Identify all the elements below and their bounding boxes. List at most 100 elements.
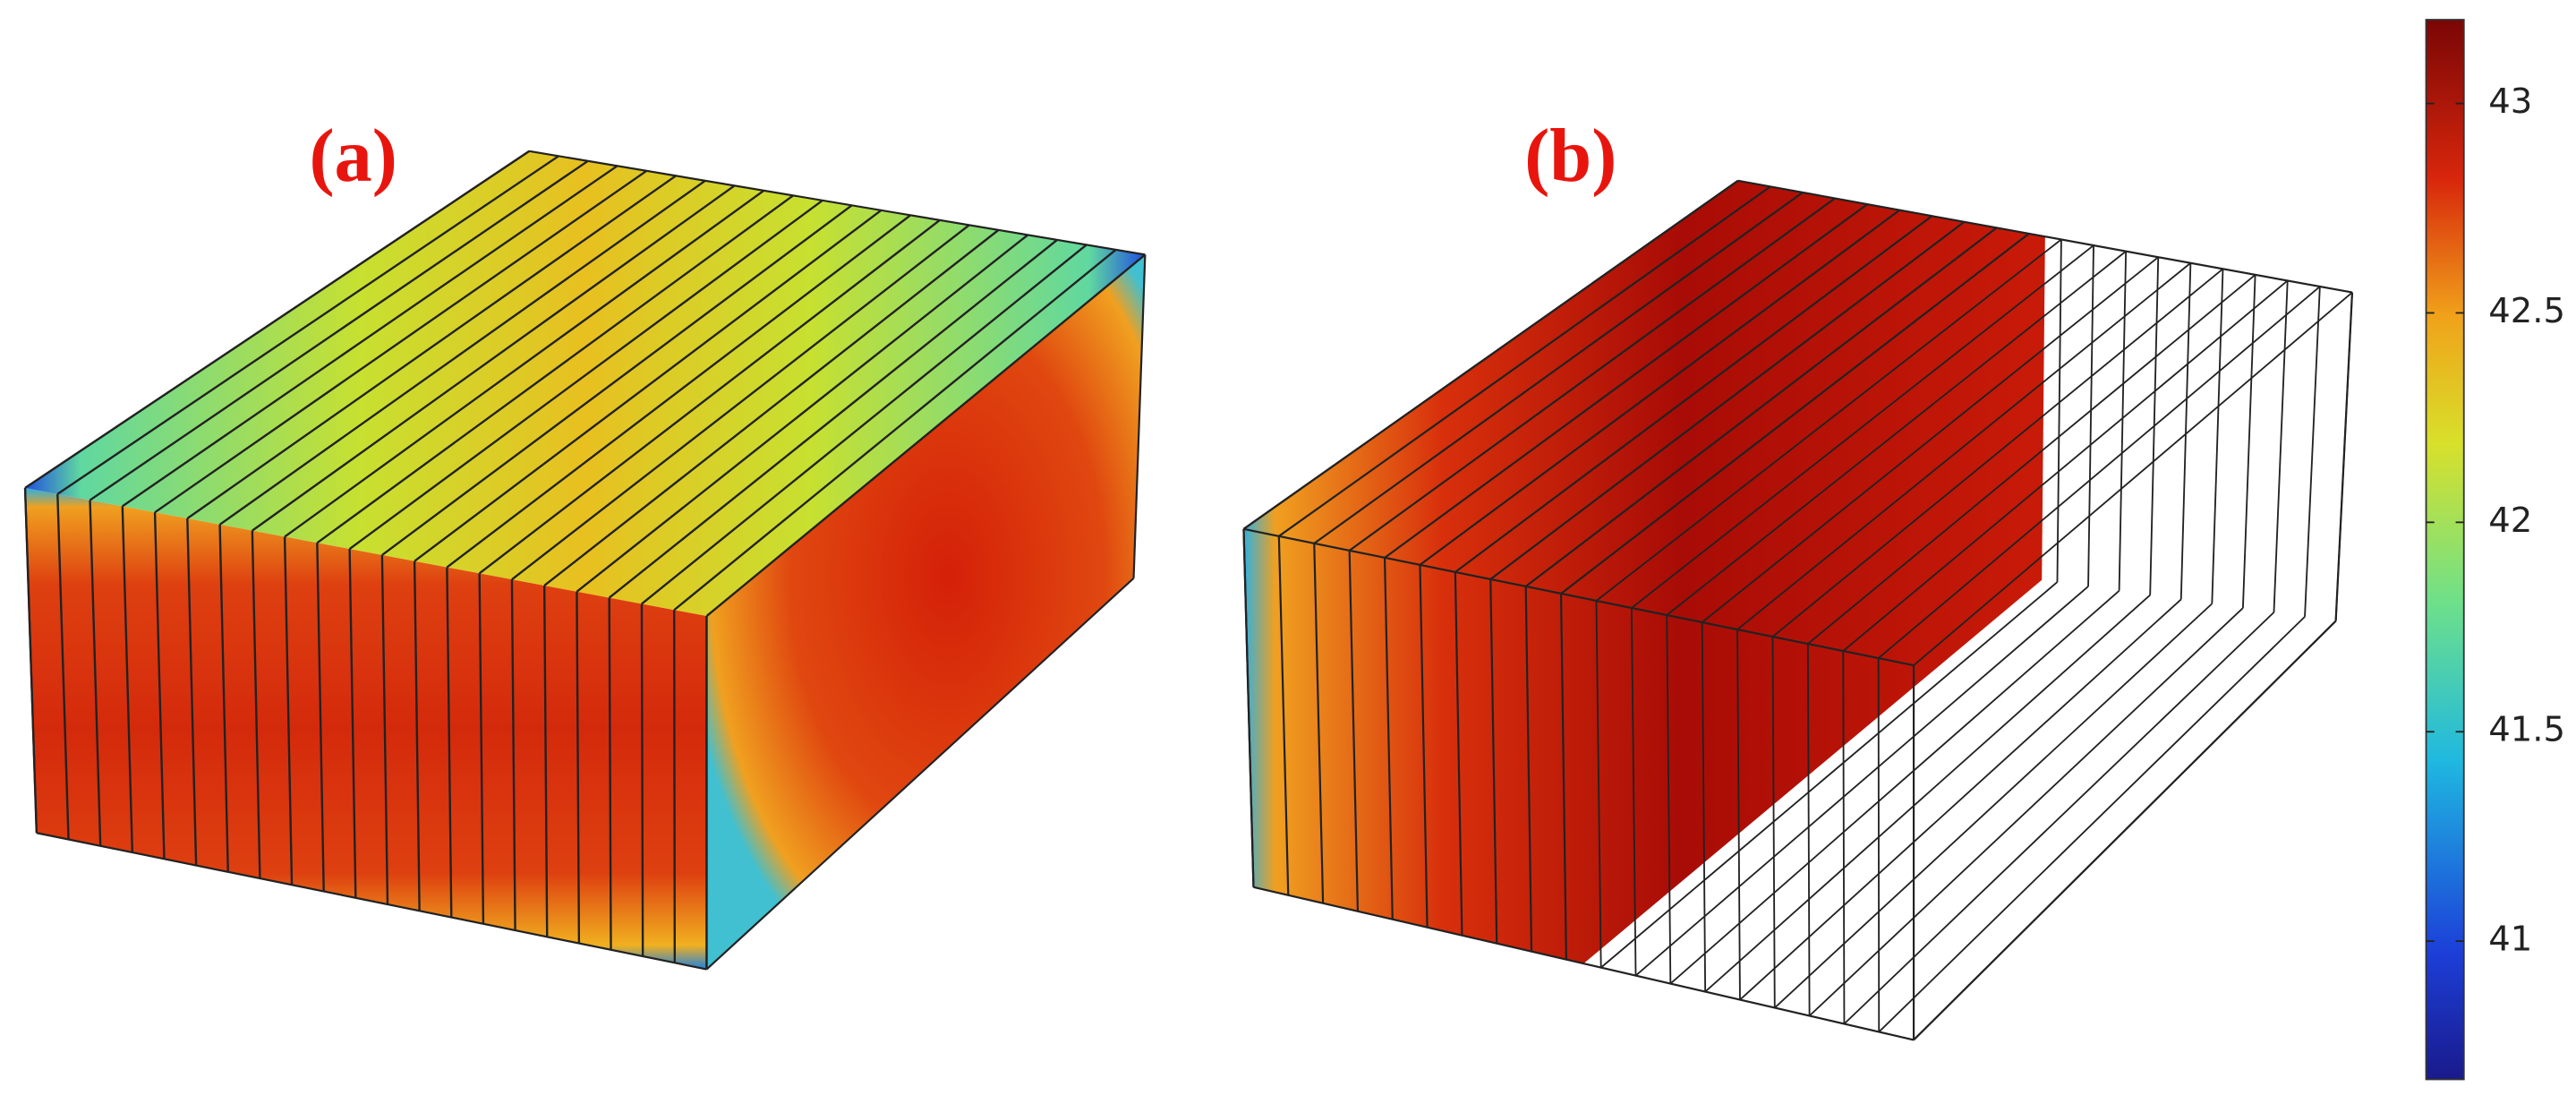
edge [23,487,38,834]
top-face [25,150,1146,617]
edge [1702,256,2159,623]
edge [1771,637,1776,1008]
edge [89,500,102,846]
colorbar: 41 41.5 42 42.5 43 [2425,19,2565,1081]
edge [1243,527,1915,667]
edge [316,543,325,892]
edge [414,209,883,562]
panel-b [1242,179,2354,1041]
edge [2056,239,2062,583]
edge [1313,192,1804,544]
edge [1737,179,2353,294]
side-face [706,254,1146,970]
edge [576,591,581,944]
edge [1807,274,2256,645]
edge [56,155,559,495]
edge [1524,586,1533,952]
edge [2179,262,2192,600]
edge [2241,274,2256,609]
edge [1600,581,2059,969]
edge [640,603,644,957]
edge [1669,590,2120,985]
panel-label: (a) [309,115,397,198]
edge [446,567,453,918]
edge [413,561,421,911]
panel-label: (b) [1524,115,1616,198]
edge [511,224,970,581]
edge [1489,220,1966,580]
tick-label: 43 [2488,81,2532,122]
edge [186,518,198,866]
edge [121,506,134,853]
edge [1489,578,1498,944]
edge [1806,644,1811,1016]
edge [1666,250,2127,616]
edge [348,549,357,898]
edge [1913,291,2353,666]
edge [1560,233,2030,595]
edge [1595,238,2062,602]
edge [1419,209,1900,566]
colorbar-scale [2425,19,2465,1081]
edge [542,585,549,937]
edge [1630,607,1637,976]
edge [1878,286,2321,659]
edge [1843,612,2275,1025]
edge [218,524,229,872]
edge [673,610,677,963]
edge [186,175,677,519]
edge [284,189,765,538]
edge [1666,614,1672,984]
edge [1278,185,1771,537]
edge [641,244,1088,605]
edge [1595,600,1602,968]
edge [36,832,707,971]
edge [2118,251,2128,591]
edge [348,199,823,551]
edge [1634,586,2089,977]
edge [1631,244,2094,609]
edge [1878,616,2306,1033]
tick-label: 42 [2488,501,2532,541]
edge [576,234,1029,593]
edge [1524,227,1998,587]
edge [1242,179,1739,530]
edge [1132,254,1147,578]
heated-section [1243,180,2045,964]
edge [1842,279,2289,652]
edge [1771,268,2224,638]
edge [1384,203,1868,559]
edge [1704,594,2151,993]
edge [56,493,70,840]
edge [154,169,648,514]
edge [543,228,1000,586]
edge [1454,571,1463,936]
edge [218,179,706,526]
edge [1842,651,1846,1024]
edge [2211,269,2224,604]
edge [608,238,1058,599]
edge [2087,245,2094,586]
edge [283,536,294,886]
edge [1736,629,1741,1000]
edge [2334,292,2354,621]
edge [1877,658,1881,1032]
edge [1348,550,1360,911]
edge [24,150,530,489]
edge [316,194,794,544]
edge [1454,215,1933,573]
edge [673,248,1117,612]
edge [1277,535,1290,895]
tick-label: 41.5 [2488,710,2565,750]
edge [381,204,853,556]
edge [446,214,911,569]
tick-label: 42.5 [2488,291,2565,331]
panel-a [23,150,1147,971]
edge [1701,622,1707,992]
edge [705,578,1135,971]
edge [478,573,485,924]
edge [1419,564,1429,928]
edge [1774,603,2213,1009]
